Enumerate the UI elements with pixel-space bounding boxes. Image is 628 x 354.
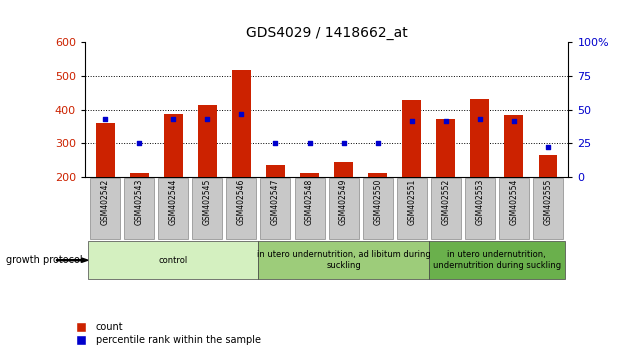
FancyBboxPatch shape xyxy=(259,241,429,279)
Bar xyxy=(96,123,114,177)
Point xyxy=(236,111,246,116)
Point xyxy=(407,118,417,123)
Bar xyxy=(266,165,285,177)
Point xyxy=(372,141,382,146)
Point xyxy=(168,116,178,122)
FancyBboxPatch shape xyxy=(397,178,426,239)
Text: control: control xyxy=(159,256,188,265)
Text: GSM402546: GSM402546 xyxy=(237,179,246,225)
Point xyxy=(271,141,281,146)
Point xyxy=(543,144,553,150)
Text: GSM402553: GSM402553 xyxy=(475,179,484,225)
Point xyxy=(338,141,349,146)
Text: GSM402545: GSM402545 xyxy=(203,179,212,225)
FancyBboxPatch shape xyxy=(362,178,392,239)
Text: GSM402550: GSM402550 xyxy=(373,179,382,225)
Text: GSM402551: GSM402551 xyxy=(407,179,416,225)
Text: GSM402548: GSM402548 xyxy=(305,179,314,225)
FancyBboxPatch shape xyxy=(295,178,325,239)
Text: growth protocol: growth protocol xyxy=(6,255,83,265)
FancyBboxPatch shape xyxy=(533,178,563,239)
Bar xyxy=(198,105,217,177)
Point xyxy=(134,141,144,146)
FancyBboxPatch shape xyxy=(192,178,222,239)
Text: GSM402542: GSM402542 xyxy=(100,179,110,225)
Point xyxy=(100,116,111,122)
Text: GSM402544: GSM402544 xyxy=(169,179,178,225)
Legend: count, percentile rank within the sample: count, percentile rank within the sample xyxy=(68,319,265,349)
Point xyxy=(202,116,212,122)
Bar xyxy=(539,155,557,177)
FancyBboxPatch shape xyxy=(261,178,291,239)
Point xyxy=(475,116,485,122)
Text: GSM402549: GSM402549 xyxy=(339,179,348,225)
Bar xyxy=(470,99,489,177)
FancyBboxPatch shape xyxy=(88,241,259,279)
Text: GSM402547: GSM402547 xyxy=(271,179,280,225)
Text: GSM402555: GSM402555 xyxy=(543,179,553,225)
Text: GSM402543: GSM402543 xyxy=(135,179,144,225)
Title: GDS4029 / 1418662_at: GDS4029 / 1418662_at xyxy=(246,26,408,40)
Text: GSM402552: GSM402552 xyxy=(441,179,450,225)
Bar xyxy=(334,161,353,177)
FancyBboxPatch shape xyxy=(124,178,154,239)
Bar xyxy=(130,173,149,177)
FancyBboxPatch shape xyxy=(158,178,188,239)
Bar xyxy=(504,115,523,177)
Point xyxy=(441,118,451,123)
Bar xyxy=(436,119,455,177)
FancyBboxPatch shape xyxy=(227,178,256,239)
FancyBboxPatch shape xyxy=(328,178,359,239)
FancyBboxPatch shape xyxy=(429,241,565,279)
FancyBboxPatch shape xyxy=(90,178,120,239)
Text: in utero undernutrition,
undernutrition during suckling: in utero undernutrition, undernutrition … xyxy=(433,251,561,270)
Point xyxy=(509,118,519,123)
FancyBboxPatch shape xyxy=(499,178,529,239)
Bar xyxy=(300,173,319,177)
Text: GSM402554: GSM402554 xyxy=(509,179,518,225)
Bar xyxy=(232,70,251,177)
Bar xyxy=(164,114,183,177)
Point xyxy=(305,141,315,146)
FancyBboxPatch shape xyxy=(465,178,495,239)
Text: in utero undernutrition, ad libitum during
suckling: in utero undernutrition, ad libitum duri… xyxy=(257,251,430,270)
Bar xyxy=(368,173,387,177)
Bar xyxy=(403,100,421,177)
FancyBboxPatch shape xyxy=(431,178,461,239)
